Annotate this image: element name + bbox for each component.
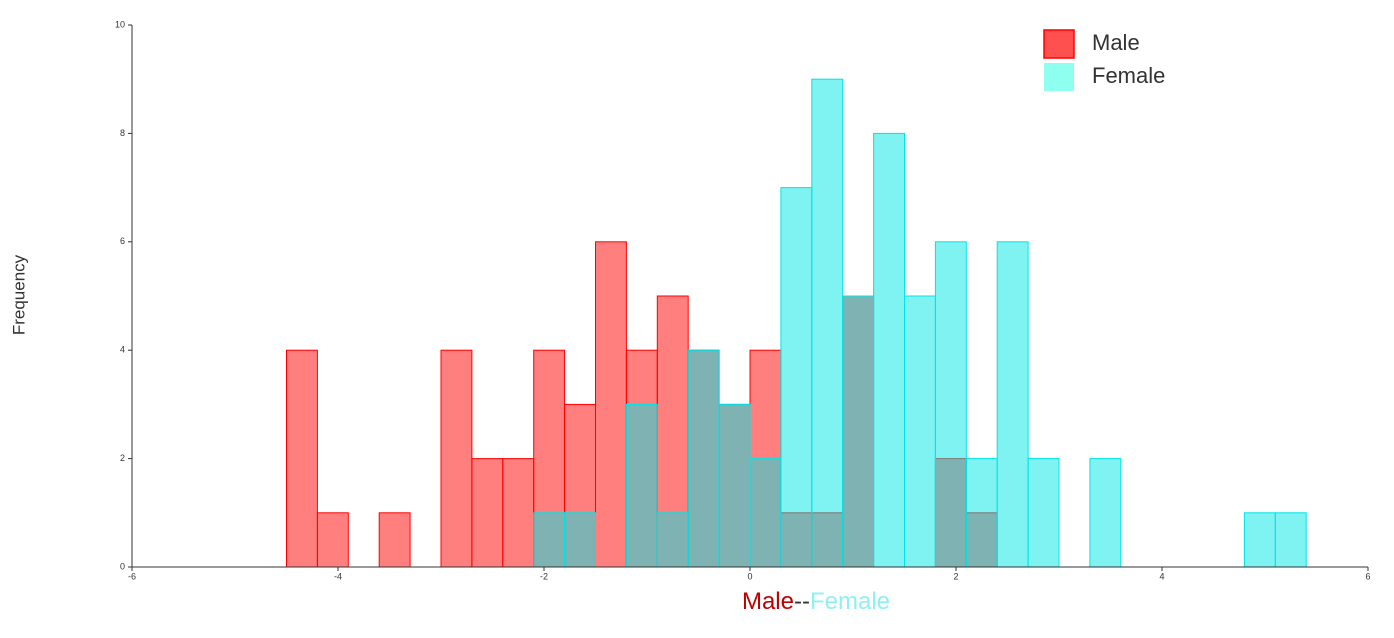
bar xyxy=(749,458,782,568)
x-tick-label: -4 xyxy=(334,571,342,581)
bar xyxy=(378,512,411,568)
y-axis-label: Frequency xyxy=(9,254,28,335)
bar xyxy=(286,349,318,568)
y-tick-label: 8 xyxy=(120,128,125,138)
bar xyxy=(316,512,349,568)
legend-label: Female xyxy=(1092,63,1165,88)
bar xyxy=(842,295,875,568)
bar xyxy=(780,187,813,568)
x-tick-label: 2 xyxy=(953,571,958,581)
bar xyxy=(1089,458,1122,568)
x-tick-label: 4 xyxy=(1159,571,1164,581)
x-axis-label: Male--Female xyxy=(742,588,890,615)
bar xyxy=(440,349,473,568)
x-tick-label: 6 xyxy=(1365,571,1370,581)
bar xyxy=(934,241,967,568)
x-tick-label: 0 xyxy=(747,571,752,581)
bar xyxy=(811,78,844,568)
bar xyxy=(625,403,658,568)
bar xyxy=(502,458,535,568)
bar xyxy=(904,295,936,568)
bar xyxy=(595,241,627,568)
bar xyxy=(564,512,596,568)
bar xyxy=(718,403,751,568)
x-label-part: -- xyxy=(794,588,810,615)
legend-swatch xyxy=(1043,29,1075,59)
x-tick-label: -2 xyxy=(540,571,548,581)
bar xyxy=(1243,512,1276,568)
legend-label: Male xyxy=(1092,30,1140,55)
bar xyxy=(996,241,1029,568)
legend-swatch xyxy=(1044,63,1074,91)
bar xyxy=(1274,512,1307,568)
y-tick-label: 0 xyxy=(120,561,125,571)
x-label-part: Female xyxy=(810,588,890,615)
bar xyxy=(656,512,689,568)
bar xyxy=(471,458,504,568)
y-tick-label: 6 xyxy=(120,236,125,246)
bar xyxy=(965,458,998,568)
x-label-part: Male xyxy=(742,588,794,615)
bar xyxy=(873,132,905,568)
y-tick-label: 10 xyxy=(115,19,125,29)
bar xyxy=(533,512,566,568)
y-tick-label: 4 xyxy=(120,345,125,355)
x-tick-label: -6 xyxy=(128,571,136,581)
bar xyxy=(1027,458,1060,568)
y-tick-label: 2 xyxy=(120,453,125,463)
bar xyxy=(687,349,720,568)
